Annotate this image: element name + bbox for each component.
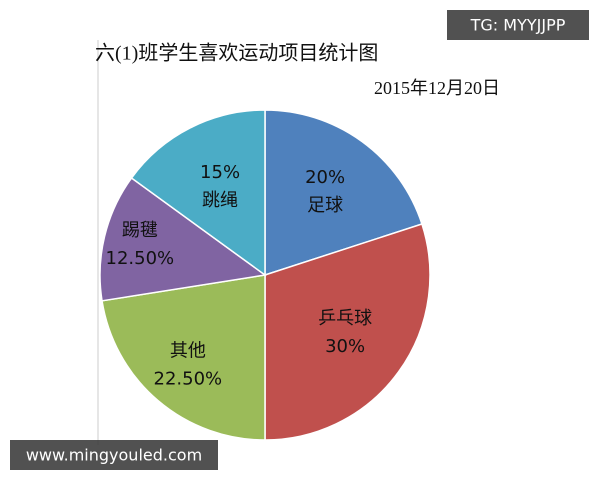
slice-label: 其他 — [170, 340, 206, 361]
pie-slice — [99, 176, 267, 302]
pie-slice — [264, 223, 431, 441]
slice-label: 足球 — [307, 195, 343, 216]
pie-slice — [264, 109, 423, 277]
pie-slice — [101, 274, 266, 441]
chart-subtitle: 2015年12月20日 — [374, 78, 500, 98]
value-label: 15% — [200, 162, 240, 183]
slice-label: 乒乓球 — [318, 308, 372, 329]
value-label: 22.50% — [154, 368, 223, 389]
watermark-box — [10, 440, 218, 470]
chart-title: 六(1)班学生喜欢运动项目统计图 — [95, 42, 378, 65]
value-label: 20% — [305, 167, 345, 188]
watermark: www.mingyouled.com — [26, 446, 202, 465]
pie-slice — [130, 109, 266, 277]
slice-label: 跳绳 — [202, 190, 238, 211]
watermark-box — [447, 10, 589, 40]
value-label: 12.50% — [106, 248, 175, 269]
watermark: TG: MYYJJPP — [470, 16, 566, 35]
value-label: 30% — [325, 336, 365, 357]
slice-label: 踢毽 — [122, 220, 158, 241]
